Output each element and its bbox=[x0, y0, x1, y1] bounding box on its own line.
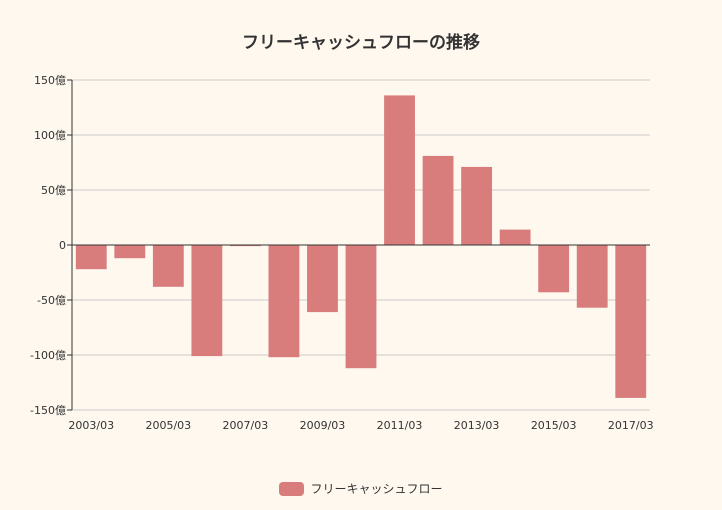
x-tick-label: 2009/03 bbox=[300, 419, 346, 432]
x-tick-label: 2015/03 bbox=[531, 419, 577, 432]
bar bbox=[114, 245, 146, 259]
y-tick-label: -50億 bbox=[37, 294, 66, 307]
bar bbox=[384, 95, 415, 246]
legend-swatch bbox=[279, 481, 305, 496]
legend[interactable]: フリーキャッシュフロー bbox=[0, 480, 722, 497]
x-tick-label: 2017/03 bbox=[608, 419, 654, 432]
chart-title: フリーキャッシュフローの推移 bbox=[242, 33, 480, 53]
bar bbox=[461, 166, 493, 245]
bar bbox=[191, 245, 223, 357]
y-tick-label: 150億 bbox=[34, 74, 66, 87]
x-tick-label: 2005/03 bbox=[145, 419, 191, 432]
bar bbox=[229, 245, 261, 247]
bar bbox=[268, 245, 300, 358]
bar bbox=[75, 245, 107, 270]
y-tick-label: -150億 bbox=[30, 404, 66, 417]
bar bbox=[422, 155, 454, 245]
x-tick-label: 2007/03 bbox=[223, 419, 269, 432]
bar bbox=[615, 245, 647, 398]
x-tick-label: 2013/03 bbox=[454, 419, 500, 432]
x-tick-label: 2003/03 bbox=[68, 419, 114, 432]
bar bbox=[152, 245, 184, 287]
y-tick-label: 0 bbox=[59, 239, 66, 252]
y-tick-label: -100億 bbox=[30, 349, 66, 362]
x-tick-label: 2011/03 bbox=[377, 419, 423, 432]
bar bbox=[499, 229, 531, 245]
legend-label: フリーキャッシュフロー bbox=[310, 482, 443, 496]
bar bbox=[538, 245, 570, 293]
bar bbox=[576, 245, 608, 308]
y-tick-label: 50億 bbox=[41, 184, 66, 197]
bar bbox=[345, 245, 377, 369]
y-tick-label: 100億 bbox=[34, 129, 66, 142]
bar bbox=[307, 245, 338, 313]
